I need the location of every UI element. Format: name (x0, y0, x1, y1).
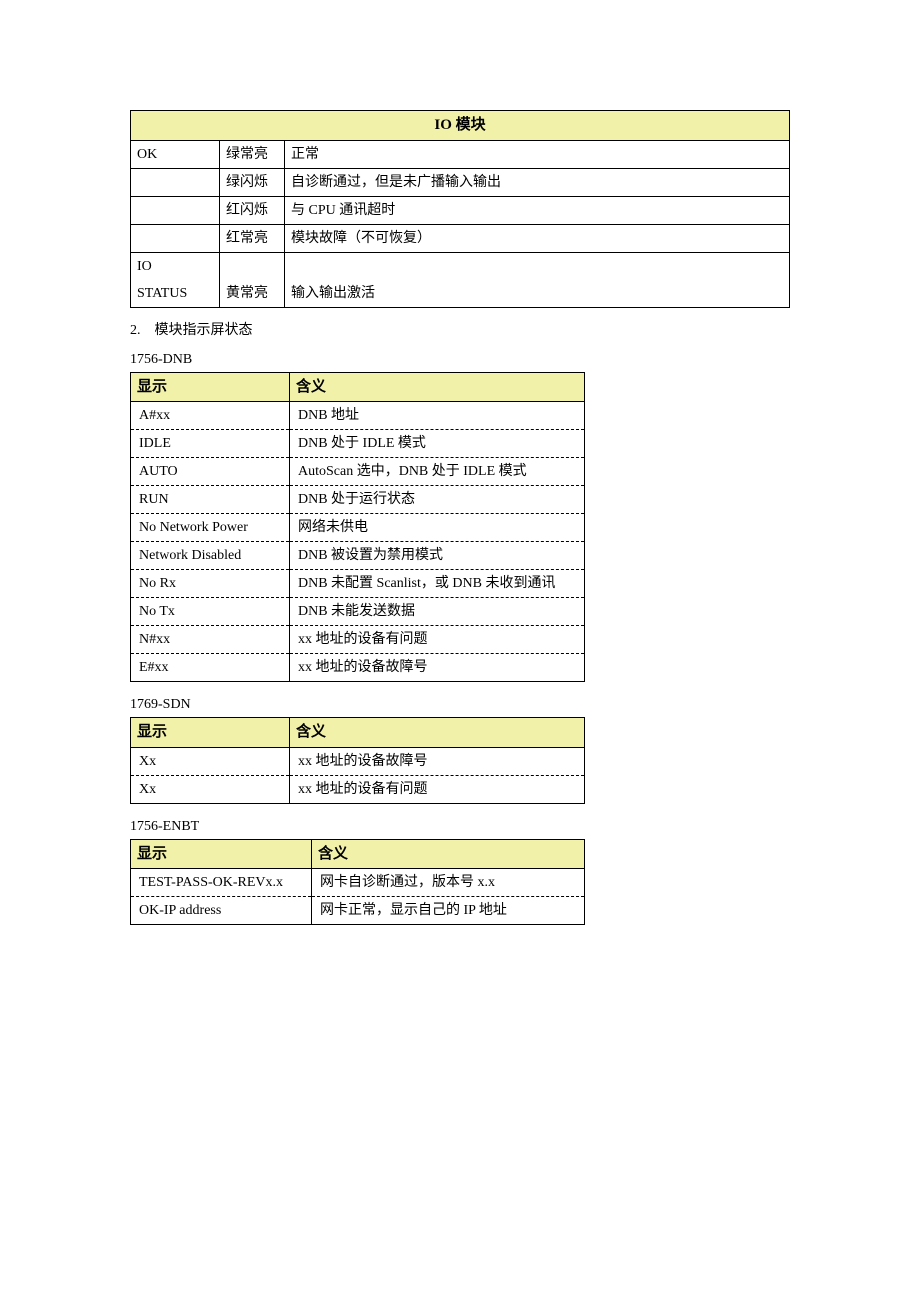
dnb-cell: A#xx (131, 402, 290, 430)
enbt-header: 含义 (312, 839, 585, 869)
dnb-label: 1756-DNB (130, 349, 790, 370)
dnb-cell: No Rx (131, 570, 290, 598)
io-cell: 红常亮 (220, 224, 285, 252)
dnb-cell: DNB 地址 (290, 402, 585, 430)
dnb-cell: IDLE (131, 430, 290, 458)
io-cell: 绿常亮 (220, 140, 285, 168)
enbt-header: 显示 (131, 839, 312, 869)
sdn-cell: xx 地址的设备故障号 (290, 747, 585, 775)
io-cell (285, 252, 790, 280)
io-cell: OK (131, 140, 220, 168)
dnb-table: 显示 含义 A#xxDNB 地址 IDLEDNB 处于 IDLE 模式 AUTO… (130, 372, 585, 683)
io-cell: 与 CPU 通讯超时 (285, 196, 790, 224)
dnb-cell: xx 地址的设备故障号 (290, 654, 585, 682)
dnb-cell: N#xx (131, 626, 290, 654)
sdn-label: 1769-SDN (130, 694, 790, 715)
dnb-cell: AUTO (131, 458, 290, 486)
dnb-header: 显示 (131, 372, 290, 402)
io-cell: STATUS (131, 280, 220, 308)
io-cell: 模块故障（不可恢复） (285, 224, 790, 252)
enbt-cell: 网卡正常，显示自己的 IP 地址 (312, 897, 585, 925)
io-cell: 黄常亮 (220, 280, 285, 308)
enbt-cell: OK-IP address (131, 897, 312, 925)
dnb-cell: AutoScan 选中，DNB 处于 IDLE 模式 (290, 458, 585, 486)
enbt-label: 1756-ENBT (130, 816, 790, 837)
sdn-cell: xx 地址的设备有问题 (290, 775, 585, 803)
io-cell: 绿闪烁 (220, 168, 285, 196)
dnb-header: 含义 (290, 372, 585, 402)
io-cell (131, 168, 220, 196)
io-cell (220, 252, 285, 280)
dnb-cell: DNB 未配置 Scanlist，或 DNB 未收到通讯 (290, 570, 585, 598)
sdn-cell: Xx (131, 747, 290, 775)
dnb-cell: DNB 处于运行状态 (290, 486, 585, 514)
dnb-cell: DNB 未能发送数据 (290, 598, 585, 626)
dnb-cell: No Tx (131, 598, 290, 626)
dnb-cell: xx 地址的设备有问题 (290, 626, 585, 654)
dnb-cell: DNB 处于 IDLE 模式 (290, 430, 585, 458)
section-2-title: 2. 模块指示屏状态 (130, 320, 790, 341)
sdn-header: 显示 (131, 718, 290, 748)
dnb-cell: No Network Power (131, 514, 290, 542)
enbt-table: 显示 含义 TEST-PASS-OK-REVx.x网卡自诊断通过，版本号 x.x… (130, 839, 585, 926)
enbt-cell: 网卡自诊断通过，版本号 x.x (312, 869, 585, 897)
sdn-cell: Xx (131, 775, 290, 803)
io-header: IO 模块 (131, 111, 790, 141)
io-cell: 输入输出激活 (285, 280, 790, 308)
io-cell: IO (131, 252, 220, 280)
dnb-cell: DNB 被设置为禁用模式 (290, 542, 585, 570)
enbt-cell: TEST-PASS-OK-REVx.x (131, 869, 312, 897)
dnb-cell: Network Disabled (131, 542, 290, 570)
io-cell: 正常 (285, 140, 790, 168)
dnb-cell: 网络未供电 (290, 514, 585, 542)
io-module-table: IO 模块 OK 绿常亮 正常 绿闪烁 自诊断通过，但是未广播输入输出 红闪烁 … (130, 110, 790, 308)
io-cell: 自诊断通过，但是未广播输入输出 (285, 168, 790, 196)
io-cell (131, 196, 220, 224)
dnb-cell: E#xx (131, 654, 290, 682)
io-cell: 红闪烁 (220, 196, 285, 224)
sdn-header: 含义 (290, 718, 585, 748)
dnb-cell: RUN (131, 486, 290, 514)
io-cell (131, 224, 220, 252)
sdn-table: 显示 含义 Xxxx 地址的设备故障号 Xxxx 地址的设备有问题 (130, 717, 585, 804)
